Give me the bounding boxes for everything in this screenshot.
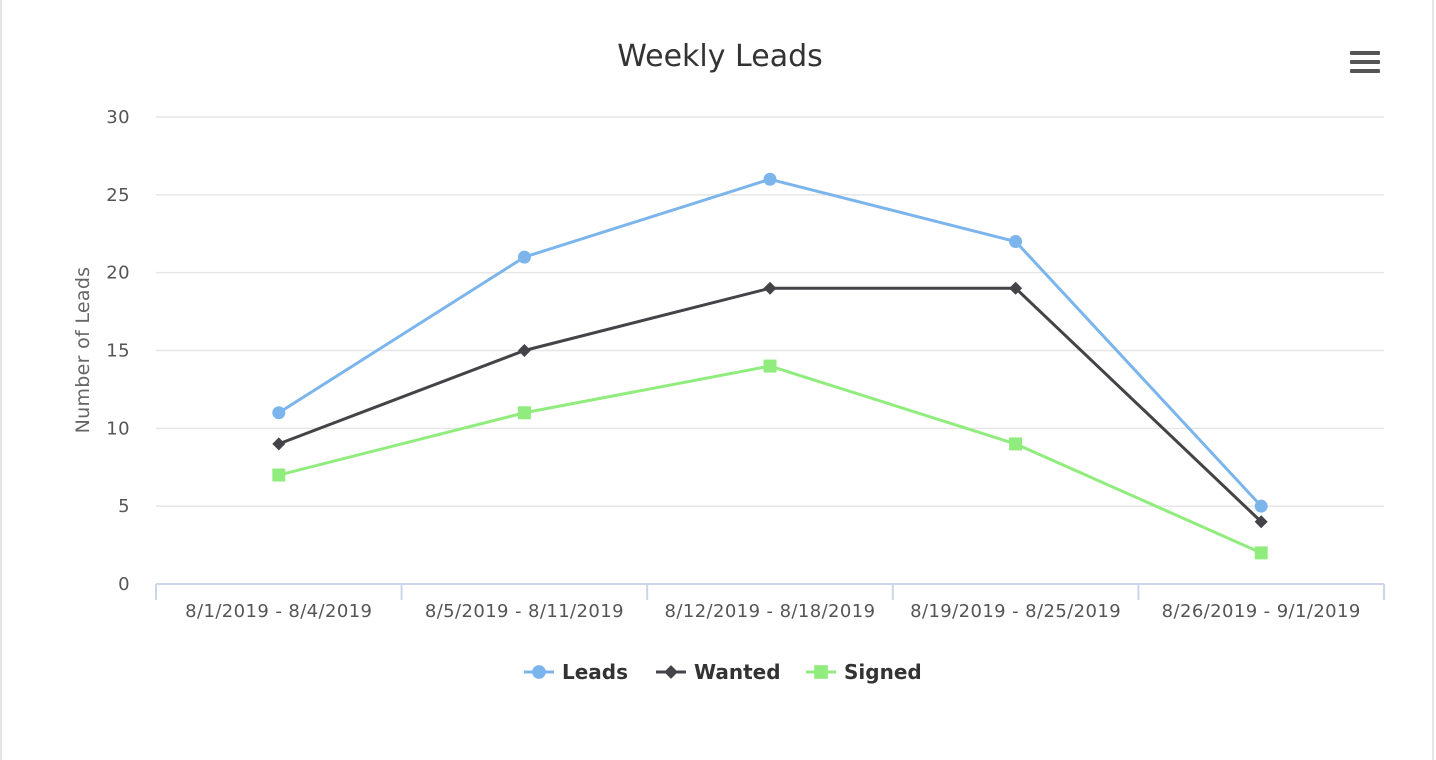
data-point[interactable]	[1009, 235, 1023, 249]
chart-menu-button[interactable]	[1340, 42, 1388, 84]
series	[272, 172, 1268, 560]
x-tick-label: 8/5/2019 - 8/11/2019	[425, 601, 624, 622]
y-tick-label: 5	[118, 496, 130, 517]
data-point[interactable]	[517, 406, 531, 420]
series-leads	[272, 172, 1268, 513]
data-point[interactable]	[1009, 437, 1023, 451]
data-point[interactable]	[763, 359, 777, 373]
legend-label: Leads	[562, 660, 628, 684]
x-tick-label: 8/1/2019 - 8/4/2019	[185, 601, 372, 622]
x-tick-label: 8/26/2019 - 9/1/2019	[1162, 601, 1361, 622]
y-tick-label: 10	[106, 418, 130, 439]
series-line	[277, 177, 1263, 508]
data-point[interactable]	[763, 281, 777, 295]
grid	[156, 116, 1384, 507]
y-tick-label: 0	[118, 574, 130, 595]
legend-item-leads[interactable]: Leads	[524, 660, 628, 684]
data-point[interactable]	[272, 406, 286, 420]
data-point[interactable]	[272, 468, 286, 482]
y-tick-label: 25	[106, 185, 130, 206]
legend-item-wanted[interactable]: Wanted	[656, 660, 781, 684]
legend: Leads Wanted Signed	[524, 660, 922, 684]
y-tick-label: 20	[106, 263, 130, 284]
x-tick-label: 8/19/2019 - 8/25/2019	[910, 601, 1121, 622]
legend-marker[interactable]	[532, 665, 546, 679]
series-signed	[272, 359, 1268, 560]
legend-label: Wanted	[694, 660, 781, 684]
y-tick-label: 30	[106, 107, 130, 128]
data-point[interactable]	[517, 344, 531, 357]
legend-item-signed[interactable]: Signed	[806, 660, 922, 684]
legend-label: Signed	[844, 660, 922, 684]
y-tick-label: 15	[106, 341, 130, 362]
series-line	[277, 364, 1263, 555]
x-axis: 8/1/2019 - 8/4/2019 8/5/2019 - 8/11/2019 8…	[155, 583, 1385, 622]
data-point[interactable]	[1254, 515, 1268, 529]
chart-title: Weekly Leads	[617, 39, 823, 74]
legend-marker[interactable]	[814, 665, 828, 679]
data-point[interactable]	[1254, 546, 1268, 560]
data-point[interactable]	[517, 250, 531, 264]
x-tick-label: 8/12/2019 - 8/18/2019	[665, 601, 876, 622]
data-point[interactable]	[763, 172, 777, 186]
data-point[interactable]	[1254, 499, 1268, 513]
legend-marker[interactable]	[664, 665, 678, 679]
data-point[interactable]	[272, 437, 286, 451]
y-axis-title: Number of Leads	[72, 267, 94, 434]
y-axis: 0 5 10 15 20 25 30	[106, 107, 130, 595]
data-point[interactable]	[1009, 281, 1023, 295]
series-wanted	[272, 281, 1268, 529]
